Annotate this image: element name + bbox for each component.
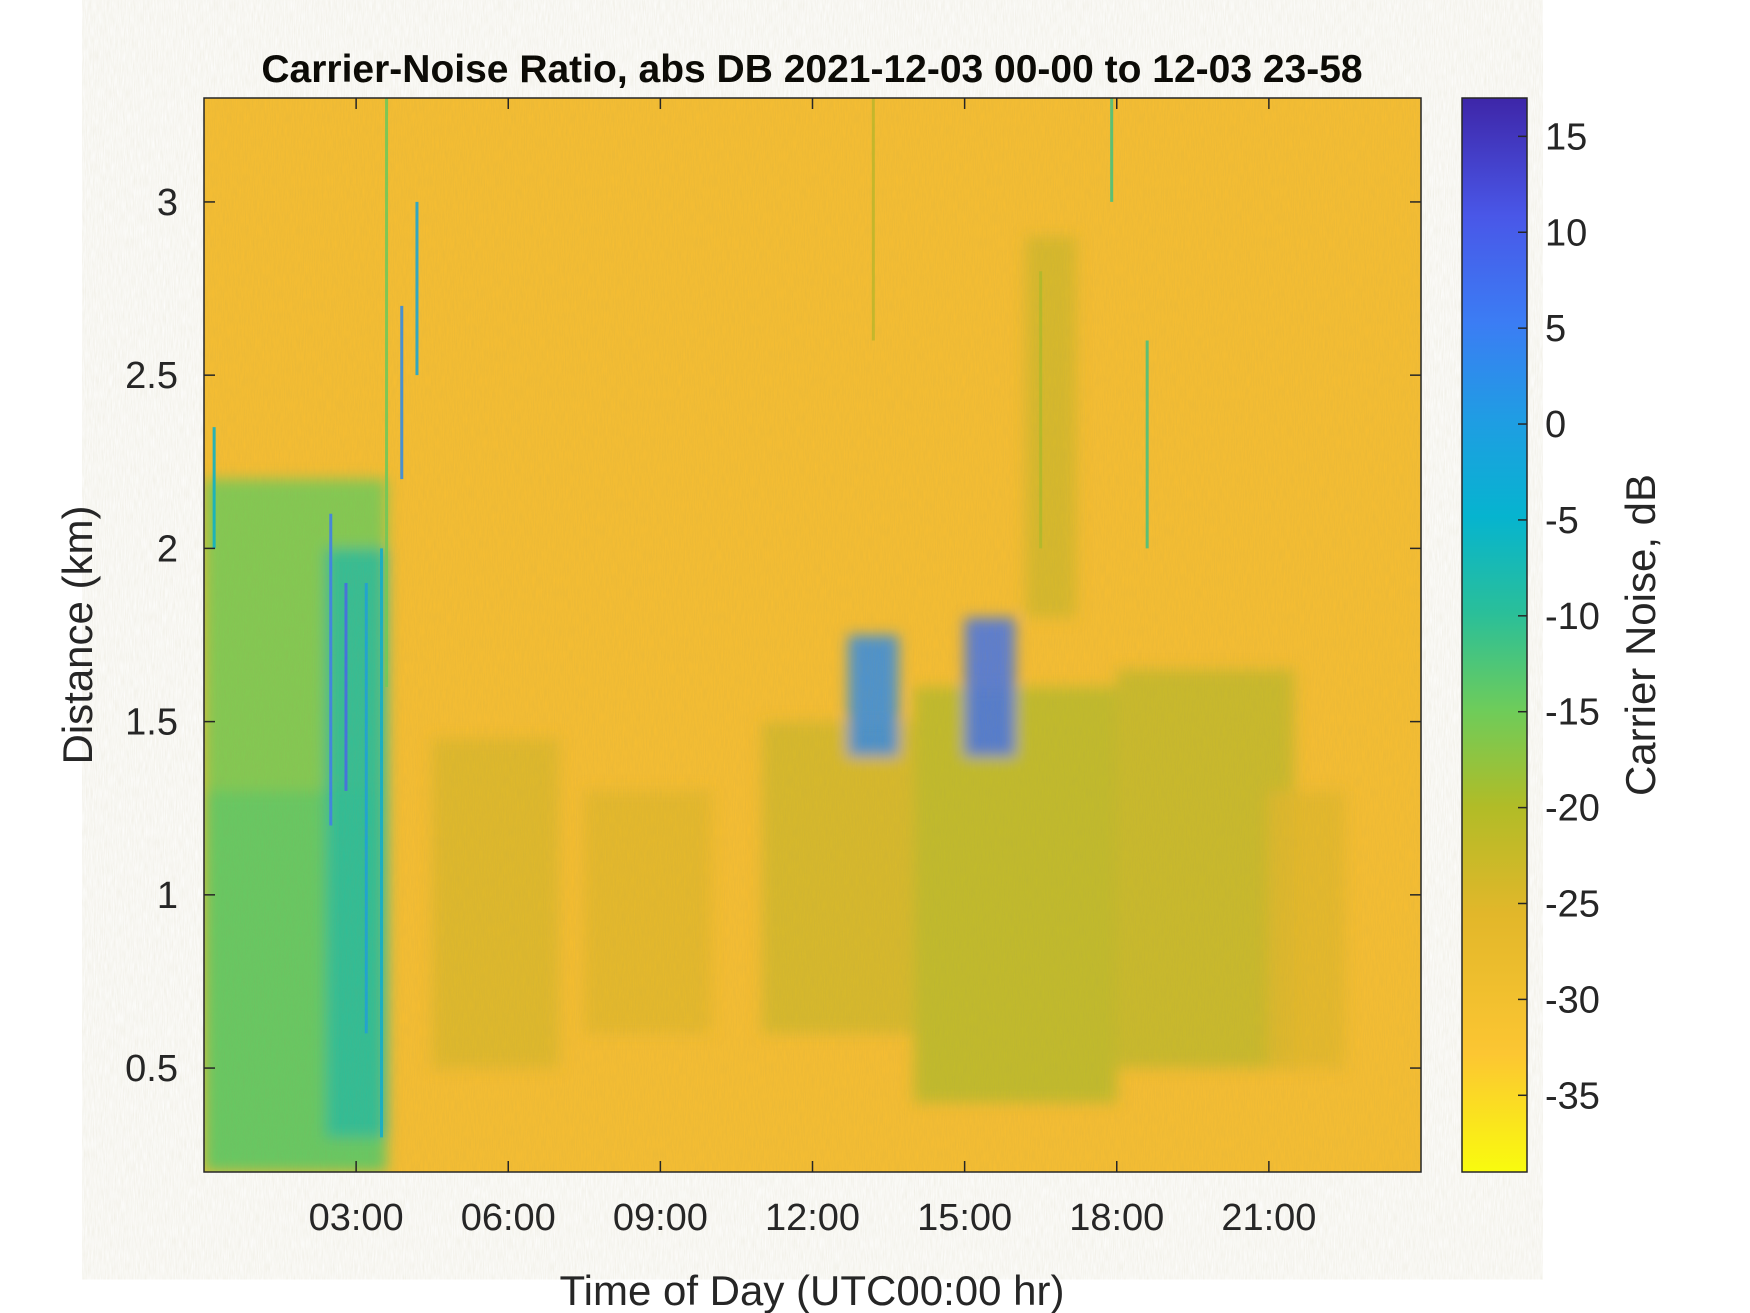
colorbar-tick-label: -35: [1545, 1075, 1600, 1117]
colorbar-tick-label: 0: [1545, 404, 1566, 446]
colorbar-tick-label: 10: [1545, 212, 1587, 254]
x-tick-label: 15:00: [917, 1197, 1012, 1239]
colorbar-tick-label: -10: [1545, 596, 1600, 638]
colorbar-tick-label: 15: [1545, 116, 1587, 158]
texture-overlay: [204, 98, 1421, 1172]
colorbar-gradient: [1461, 97, 1528, 1173]
colorbar-ticks: 15 10 5 0 -5 -10 -15 -20 -25 -30 -35: [1518, 116, 1600, 1117]
colorbar-tick-label: -25: [1545, 884, 1600, 926]
colorbar-tick-label: 5: [1545, 308, 1566, 350]
plot-area: [203, 97, 1422, 1173]
y-tick-label: 1.5: [125, 702, 178, 744]
y-axis-label: Distance (km): [54, 505, 101, 764]
colorbar-tick-label: -20: [1545, 788, 1600, 830]
colorbar: 15 10 5 0 -5 -10 -15 -20 -25 -30 -35 Carrier Noise…: [1461, 97, 1664, 1173]
colorbar-label: Carrier Noise, dB: [1617, 474, 1664, 796]
y-tick-label: 2: [157, 528, 178, 570]
colorbar-tick-label: -15: [1545, 692, 1600, 734]
x-tick-label: 18:00: [1069, 1197, 1164, 1239]
y-axis-ticks: 0.5 1 1.5 2 2.5 3: [125, 182, 1421, 1090]
x-axis-label: Time of Day (UTC00:00 hr): [560, 1267, 1065, 1313]
x-tick-label: 12:00: [765, 1197, 860, 1239]
y-tick-label: 2.5: [125, 355, 178, 397]
y-tick-label: 0.5: [125, 1048, 178, 1090]
colorbar-tick-label: -5: [1545, 500, 1579, 542]
chart-title: Carrier-Noise Ratio, abs DB 2021-12-03 0…: [261, 48, 1362, 91]
x-tick-label: 03:00: [309, 1197, 404, 1239]
y-tick-label: 1: [157, 875, 178, 917]
x-tick-label: 06:00: [461, 1197, 556, 1239]
y-tick-label: 3: [157, 182, 178, 224]
x-tick-label: 09:00: [613, 1197, 708, 1239]
x-tick-label: 21:00: [1221, 1197, 1316, 1239]
colorbar-tick-label: -30: [1545, 979, 1600, 1021]
x-axis-ticks: 03:00 06:00 09:00 12:00 15:00 18:00 21:00: [309, 98, 1316, 1239]
